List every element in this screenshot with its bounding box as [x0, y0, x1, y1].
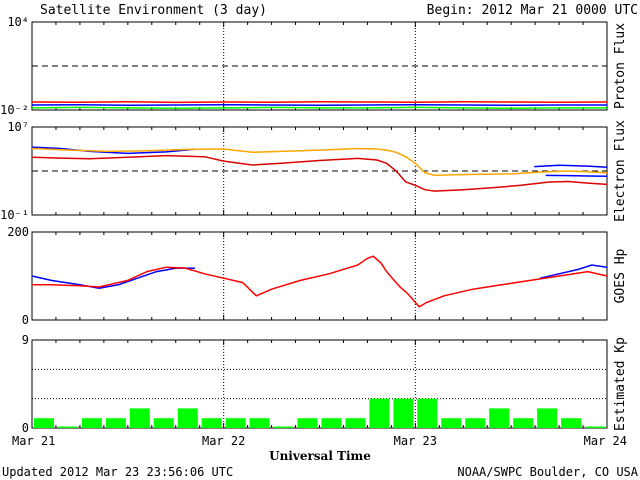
kp-bar	[441, 418, 462, 428]
kp-bar	[297, 418, 318, 428]
electron-y-tick-top: 10⁷	[7, 120, 29, 134]
kp-frame	[31, 339, 608, 429]
x-tick-label: Mar 23	[394, 434, 437, 448]
kp-bar	[249, 418, 270, 428]
electron-y-tick-bottom: 10⁻¹	[0, 208, 29, 222]
x-axis-label: Universal Time	[269, 449, 371, 463]
kp-y-tick-bottom: 0	[22, 421, 29, 435]
chart-title: Satellite Environment (3 day)	[40, 3, 267, 18]
kp-bar	[58, 426, 78, 428]
hp-y-axis-label: GOES Hp	[613, 248, 628, 303]
proton-series-line-0	[31, 101, 608, 104]
x-tick-label: Mar 21	[12, 434, 55, 448]
proton-y-tick-bottom: 10⁻²	[0, 103, 29, 117]
kp-bar	[489, 408, 510, 428]
kp-bar	[369, 398, 390, 428]
kp-bar	[585, 426, 605, 428]
kp-y-axis-label: Estimated Kp	[613, 337, 628, 431]
kp-bar	[105, 418, 126, 428]
kp-bar	[393, 398, 414, 428]
begin-time: Begin: 2012 Mar 21 0000 UTC	[427, 3, 638, 18]
kp-bar	[321, 418, 342, 428]
electron-series-line-1	[534, 164, 608, 168]
kp-bar	[201, 418, 222, 428]
kp-bar	[537, 408, 558, 428]
hp-y-tick-top: 200	[7, 225, 29, 239]
kp-bar	[273, 426, 294, 428]
electron-series-line-2	[545, 174, 608, 178]
updated-text: Updated 2012 Mar 23 23:56:06 UTC	[2, 465, 233, 479]
electron-y-axis-label: Electron Flux	[613, 120, 628, 222]
hp-series-line-2	[32, 255, 608, 308]
hp-series-line-1	[539, 264, 608, 279]
kp-bar	[177, 408, 198, 428]
kp-bar	[81, 418, 102, 428]
kp-bar	[345, 418, 366, 428]
proton-panel	[31, 21, 608, 111]
kp-bar	[34, 418, 54, 428]
kp-bar	[465, 418, 486, 428]
kp-bar	[129, 408, 150, 428]
electron-series-line-4	[31, 154, 608, 192]
kp-y-tick-top: 9	[22, 333, 29, 347]
credit-text: NOAA/SWPC Boulder, CO USA	[457, 465, 638, 479]
hp-series-line-0	[31, 267, 195, 290]
electron-panel	[31, 126, 608, 216]
electron-frame	[31, 126, 608, 216]
hp-y-tick-bottom: 0	[22, 313, 29, 327]
kp-bar	[417, 398, 438, 428]
proton-series-line-2	[31, 106, 607, 110]
electron-series-line-0	[31, 146, 195, 155]
proton-y-axis-label: Proton Flux	[613, 23, 628, 109]
proton-frame	[31, 21, 608, 111]
proton-y-tick-top: 10⁴	[7, 15, 29, 29]
kp-bar	[153, 418, 174, 428]
kp-panel	[31, 339, 608, 429]
kp-bar	[513, 418, 534, 428]
x-tick-label: Mar 24	[584, 434, 627, 448]
proton-series-line-1	[31, 103, 607, 107]
x-tick-label: Mar 22	[202, 434, 245, 448]
kp-bar	[225, 418, 246, 428]
kp-bar	[561, 418, 582, 428]
electron-series-line-3	[31, 147, 608, 177]
hp-panel	[31, 231, 608, 321]
